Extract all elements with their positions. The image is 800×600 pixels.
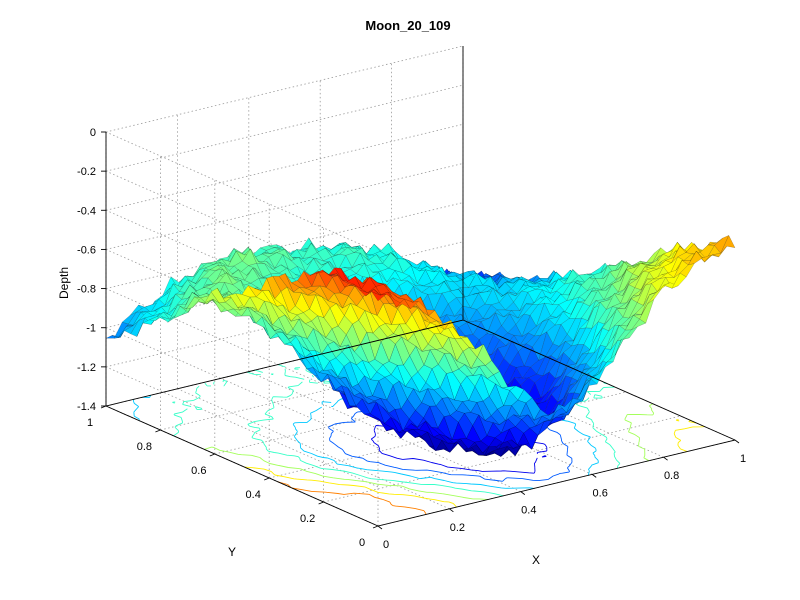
axis-line — [377, 439, 736, 527]
z-tick-label: 0 — [90, 127, 96, 139]
floor-gridline — [214, 367, 572, 455]
surface-facet — [720, 235, 736, 254]
side-wall-gridline — [105, 170, 379, 292]
back-wall-gridline — [105, 123, 464, 211]
x-tick-mark — [520, 491, 526, 495]
x-tick-mark — [663, 456, 668, 461]
y-tick-mark — [318, 501, 324, 505]
y-tick-label: 0.6 — [191, 465, 206, 477]
depth-surface — [105, 235, 736, 457]
z-tick-label: -0.4 — [77, 205, 96, 217]
back-wall-gridline — [105, 280, 464, 368]
back-wall-gridline — [105, 202, 464, 289]
y-tick-label: 0.8 — [137, 441, 152, 453]
z-tick-label: -0.6 — [77, 244, 96, 256]
floor-gridline — [177, 388, 450, 510]
x-tick-mark — [734, 439, 740, 444]
x-tick-label: 0.6 — [593, 487, 608, 499]
back-wall-gridline — [105, 45, 464, 133]
axes-box — [105, 46, 736, 527]
x-tick-mark — [449, 508, 454, 513]
y-tick-mark — [264, 477, 270, 481]
axis-line — [462, 319, 736, 441]
x-tick-label: 1 — [740, 453, 746, 465]
z-tick-label: -1.4 — [77, 401, 96, 413]
y-tick-label: 0.4 — [246, 489, 261, 501]
back-wall-gridline — [105, 84, 464, 172]
x-tick-mark — [377, 525, 383, 530]
z-tick-label: -0.8 — [77, 284, 96, 296]
chart-title: Moon_20_109 — [365, 18, 450, 33]
x-tick-label: 0.8 — [664, 470, 679, 482]
side-wall-gridline — [105, 327, 379, 449]
x-tick-label: 0.2 — [450, 522, 465, 534]
x-tick-label: 0 — [383, 539, 389, 551]
x-tick-mark — [591, 474, 597, 478]
floor-gridline — [269, 391, 627, 479]
z-tick-label: -0.2 — [77, 166, 96, 178]
contour-line — [244, 419, 705, 508]
y-tick-mark — [209, 453, 215, 457]
axis-line — [105, 405, 379, 527]
tick-labels: 0 0.2 0.4 0.6 0.8 1 0 0.2 0.4 0.6 0.8 1 0 -0.2 -0.4 -0.… — [77, 127, 746, 551]
side-wall-gridline — [105, 366, 379, 488]
y-axis-label: Y — [228, 545, 236, 559]
y-tick-label: 0.2 — [300, 513, 315, 525]
y-tick-mark — [155, 429, 161, 433]
y-tick-mark — [372, 525, 379, 529]
side-wall-gridline — [105, 288, 379, 409]
contour-line — [204, 403, 655, 501]
floor-gridline — [248, 371, 521, 492]
floor-gridline — [323, 415, 681, 503]
floor-gridline — [160, 343, 518, 431]
x-tick-label: 0.4 — [521, 505, 536, 517]
x-axis-label: X — [532, 553, 540, 567]
z-tick-label: -1 — [86, 323, 96, 335]
y-tick-label: 1 — [87, 417, 93, 429]
axis-line — [105, 319, 464, 407]
side-wall-gridline — [105, 131, 379, 253]
y-tick-label: 0 — [359, 537, 365, 549]
z-tick-label: -1.2 — [77, 362, 96, 374]
back-wall-gridline — [105, 163, 464, 250]
z-axis-label: Depth — [57, 267, 71, 299]
